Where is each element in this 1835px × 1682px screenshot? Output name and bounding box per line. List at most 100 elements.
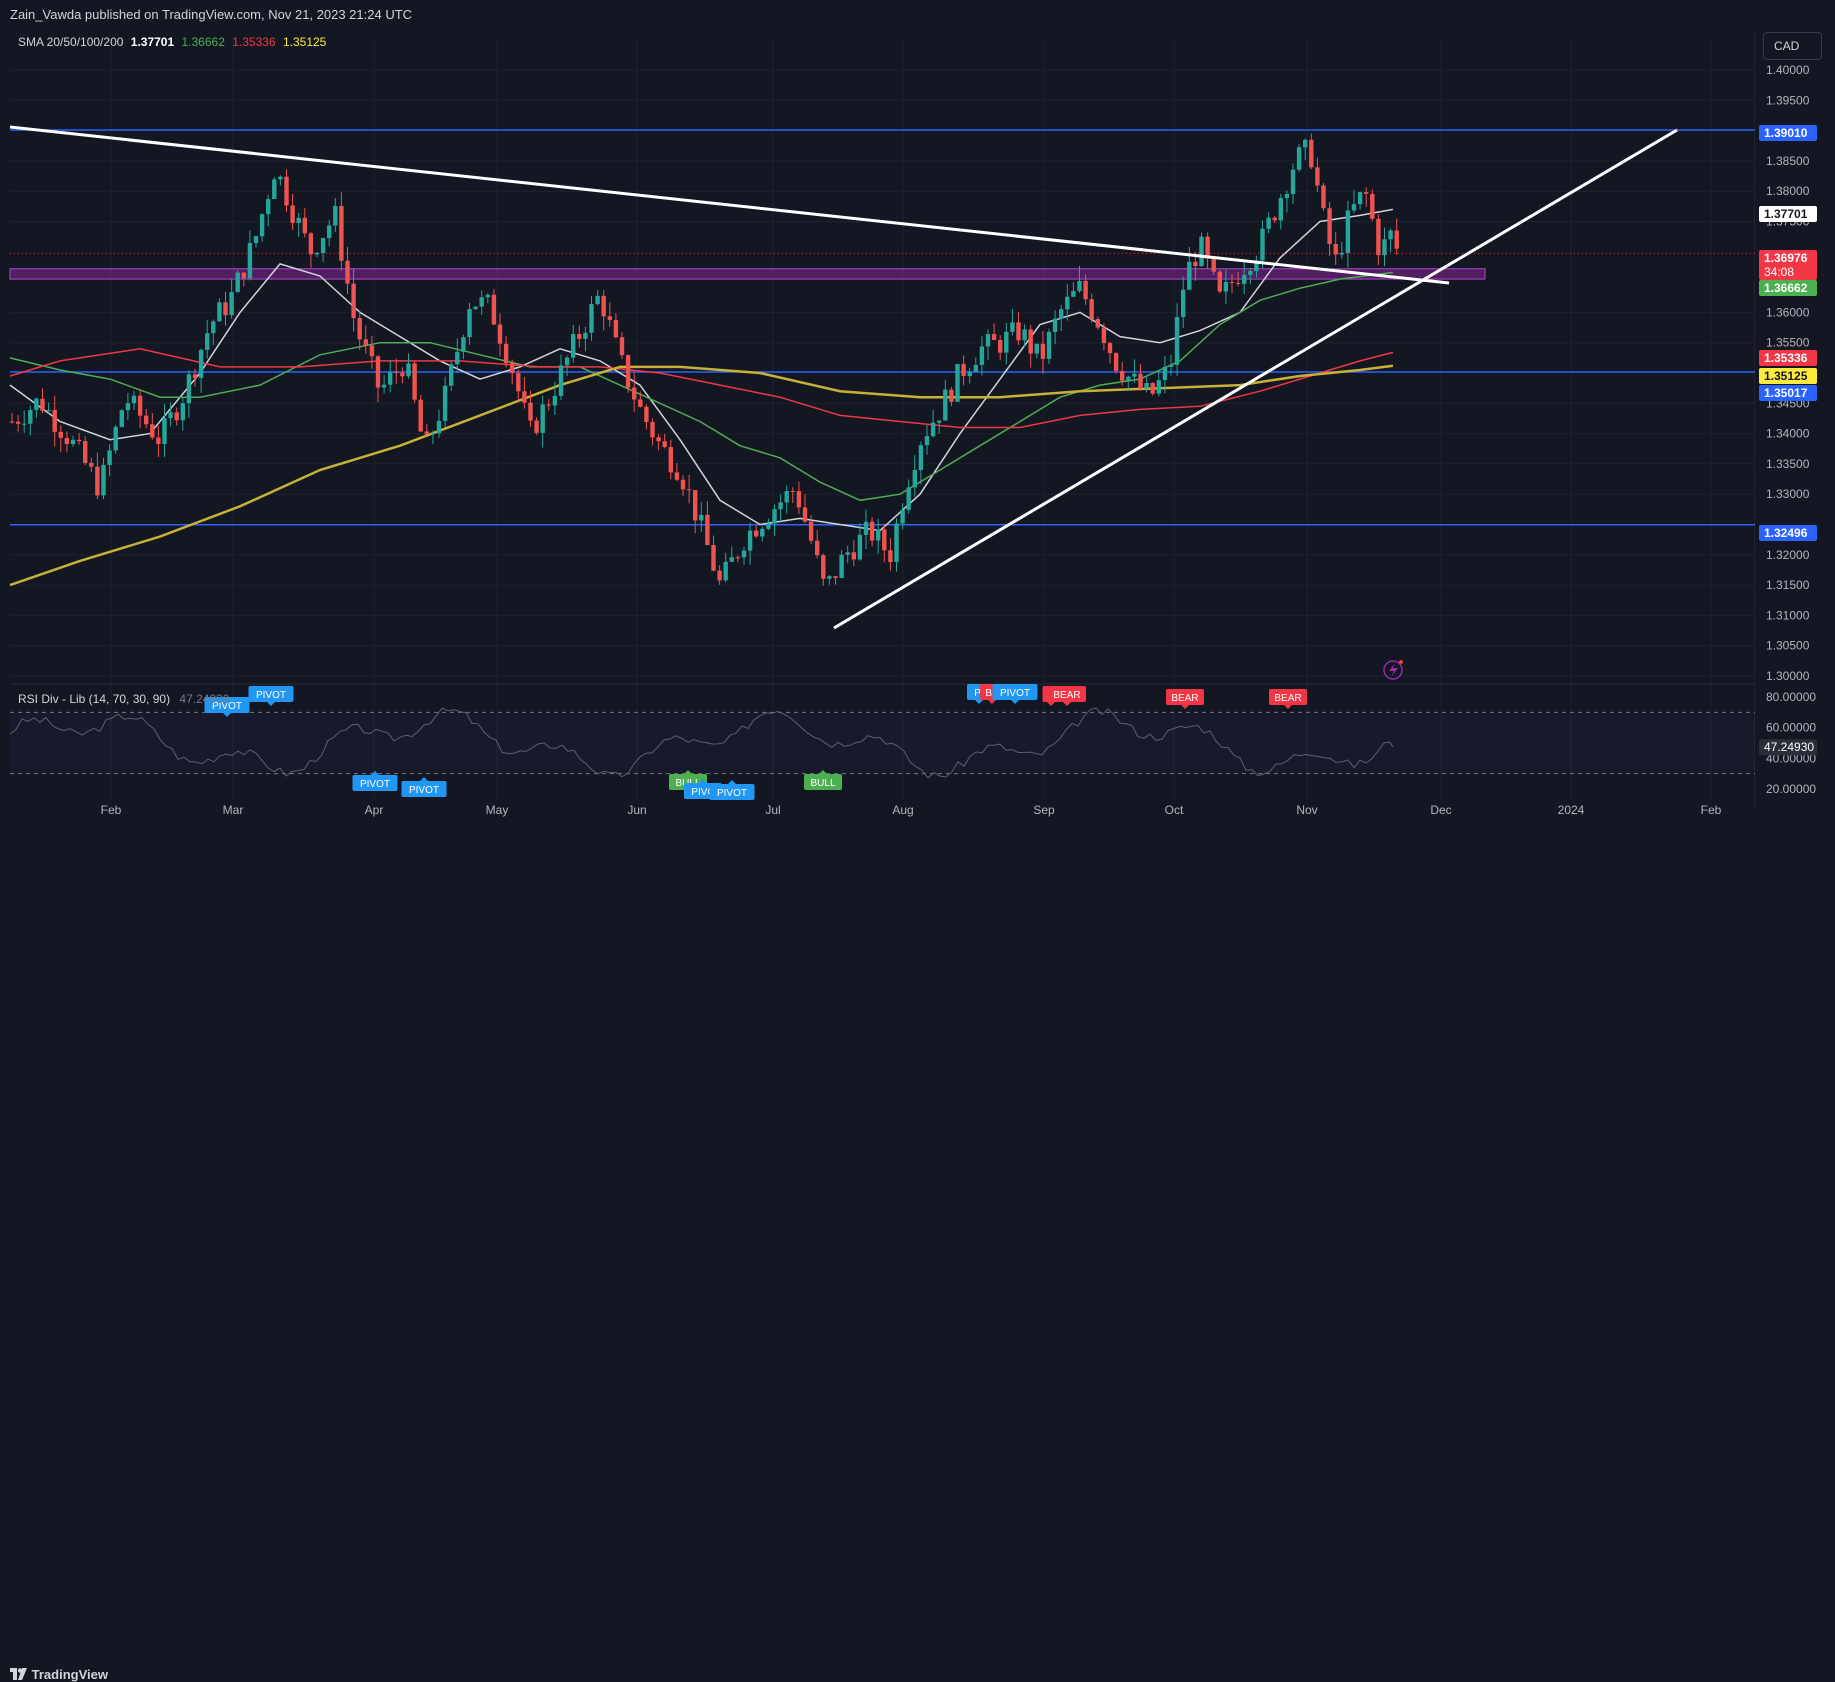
candle bbox=[235, 270, 240, 293]
candle-body bbox=[1193, 261, 1198, 267]
candle bbox=[1364, 187, 1369, 207]
rsi-value-tag-label: 47.24930 bbox=[1764, 740, 1814, 754]
rsi-marker-pointer bbox=[1011, 700, 1019, 704]
candle-body bbox=[589, 304, 594, 333]
candle-body bbox=[516, 373, 521, 392]
candle-body bbox=[1016, 322, 1021, 341]
ascending-trendline bbox=[833, 128, 1678, 630]
candle bbox=[967, 367, 972, 384]
candle bbox=[1095, 316, 1100, 330]
time-tick-9: Nov bbox=[1296, 803, 1317, 817]
zone-box bbox=[9, 268, 1486, 280]
tradingview-logo[interactable]: TradingView bbox=[10, 1667, 108, 1682]
candle bbox=[284, 169, 289, 212]
price-tag-bg bbox=[1759, 125, 1817, 141]
candle bbox=[638, 391, 643, 408]
candle-body bbox=[1364, 192, 1369, 194]
candle-body bbox=[894, 523, 899, 563]
candle-body bbox=[1010, 322, 1015, 332]
time-tick-6: Aug bbox=[892, 803, 913, 817]
price-tick-0: 1.40000 bbox=[1766, 63, 1810, 77]
candle-body bbox=[442, 385, 448, 421]
candle-body bbox=[1296, 147, 1302, 170]
candle bbox=[1028, 324, 1033, 368]
rsi-marker-label: PIVOT bbox=[717, 788, 747, 799]
candle bbox=[95, 452, 100, 500]
price-tag-7: 1.32496 bbox=[1759, 525, 1817, 541]
candle bbox=[503, 335, 509, 368]
price-tag-label: 1.35017 bbox=[1764, 386, 1808, 400]
rsi-marker-pointer bbox=[420, 777, 428, 781]
candle-body bbox=[339, 206, 344, 261]
price-chart[interactable]: 1.400001.395001.385001.380001.375001.360… bbox=[0, 0, 1835, 830]
candle bbox=[1254, 255, 1259, 278]
candle bbox=[241, 272, 246, 287]
candle bbox=[278, 175, 283, 186]
candle bbox=[564, 355, 570, 377]
price-tick-3: 1.38000 bbox=[1766, 184, 1810, 198]
candle-body bbox=[497, 324, 503, 344]
rsi-marker-pointer bbox=[684, 770, 692, 774]
candle bbox=[436, 409, 442, 438]
candle-body bbox=[357, 318, 362, 340]
time-tick-3: May bbox=[486, 803, 509, 817]
candle-body bbox=[613, 319, 619, 338]
rsi-legend[interactable]: RSI Div - Lib (14, 70, 30, 90) 47.24930 bbox=[18, 692, 229, 706]
candle bbox=[1120, 362, 1125, 386]
candle bbox=[1223, 269, 1229, 304]
price-tag-3: 1.36662 bbox=[1759, 280, 1817, 296]
candle bbox=[1059, 304, 1064, 331]
candle bbox=[705, 501, 710, 546]
candle bbox=[1162, 355, 1168, 394]
candle bbox=[741, 546, 747, 565]
candle bbox=[467, 302, 472, 345]
candle-body bbox=[186, 374, 192, 404]
candle-body bbox=[674, 472, 680, 480]
candle-body bbox=[595, 295, 600, 305]
price-tag-5: 1.35125 bbox=[1759, 368, 1817, 384]
candle-body bbox=[607, 316, 612, 320]
candle bbox=[1107, 341, 1113, 364]
candle bbox=[1309, 133, 1314, 170]
candle-body bbox=[723, 561, 728, 581]
candle bbox=[22, 410, 27, 433]
candle bbox=[790, 487, 795, 503]
rsi-marker-pointer bbox=[819, 770, 827, 774]
candle-body bbox=[406, 363, 411, 377]
candle-body bbox=[876, 529, 881, 541]
candle-body bbox=[1217, 271, 1222, 292]
rsi-marker-label: PIVOT bbox=[1000, 688, 1030, 699]
rsi-marker-pivot: PIVOT bbox=[709, 780, 755, 800]
candle-body bbox=[924, 436, 930, 446]
price-tag-label: 1.36662 bbox=[1764, 281, 1808, 295]
candle-body bbox=[930, 422, 936, 437]
candle bbox=[595, 290, 600, 306]
currency-button[interactable]: CAD bbox=[1763, 32, 1822, 60]
candle-body bbox=[144, 415, 149, 425]
candle-body bbox=[1382, 239, 1387, 256]
candle-body bbox=[320, 238, 326, 253]
candle-body bbox=[1376, 218, 1381, 256]
candle bbox=[693, 490, 698, 534]
sma-legend[interactable]: SMA 20/50/100/200 1.37701 1.36662 1.3533… bbox=[18, 35, 330, 49]
candle bbox=[455, 338, 460, 373]
candle bbox=[510, 359, 515, 385]
candle-body bbox=[363, 339, 368, 346]
candle-body bbox=[388, 371, 393, 385]
candle bbox=[607, 302, 612, 327]
rsi-marker-box bbox=[352, 775, 398, 791]
candle-body bbox=[1290, 169, 1296, 195]
rsi-marker-label: BULL bbox=[810, 778, 835, 789]
price-axis[interactable]: 1.400001.395001.385001.380001.375001.360… bbox=[1755, 30, 1835, 808]
candle-body bbox=[272, 179, 277, 200]
candle-body bbox=[882, 529, 887, 551]
candle-body bbox=[1059, 309, 1064, 319]
time-axis[interactable]: Feb Mar Apr May Jun Jul Aug Sep Oct Nov Dec 2024 Feb bbox=[101, 803, 1722, 817]
candle bbox=[1168, 354, 1174, 376]
lightning-icon[interactable] bbox=[1383, 660, 1403, 680]
candle bbox=[302, 208, 307, 238]
candle-body bbox=[528, 402, 533, 421]
candle-body bbox=[564, 357, 570, 366]
candle bbox=[253, 235, 259, 248]
